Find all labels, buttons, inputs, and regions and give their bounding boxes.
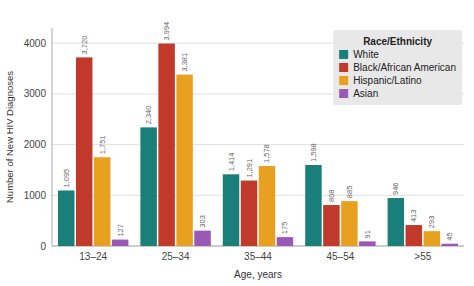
bar (76, 57, 92, 246)
legend-label: Black/African American (353, 62, 456, 73)
bar (58, 190, 74, 246)
bar (176, 75, 192, 246)
bar (94, 157, 110, 246)
legend-box (333, 30, 462, 105)
data-label: 1,598 (309, 143, 318, 162)
legend-title: Race/Ethnicity (363, 36, 432, 47)
legend-swatch (339, 50, 348, 59)
x-tick-label: 45–54 (326, 251, 354, 262)
y-axis-line (52, 28, 53, 246)
data-label: 413 (409, 210, 418, 223)
x-axis-label: Age, years (234, 269, 282, 280)
data-label: 127 (116, 224, 125, 237)
data-label: 45 (445, 232, 454, 240)
data-label: 1,751 (98, 135, 107, 154)
data-label: 2,340 (144, 106, 153, 125)
chart: 0 1000 2000 3000 4000 1,095 2,340 1,414 1,598 946… (0, 0, 474, 286)
bar (194, 231, 210, 246)
bar (341, 201, 357, 246)
data-label: 3,994 (162, 22, 171, 41)
grid-line (52, 144, 464, 145)
bar (259, 166, 275, 246)
bar (442, 244, 458, 246)
data-label: 1,095 (62, 169, 71, 188)
legend-swatch (339, 76, 348, 85)
legend-label: Asian (353, 88, 378, 99)
data-label: 1,578 (262, 144, 271, 163)
y-tick-label: 2000 (24, 139, 47, 150)
legend-swatch (339, 89, 348, 98)
data-label: 293 (427, 216, 436, 229)
y-tick-label: 3000 (24, 88, 47, 99)
y-tick-label: 4000 (24, 38, 47, 49)
data-label: 946 (391, 183, 400, 196)
data-label: 3,720 (80, 36, 89, 55)
bar (223, 174, 239, 246)
data-label: 3,381 (180, 53, 189, 72)
legend-label: Hispanic/Latino (353, 75, 422, 86)
x-tick-label: 35–44 (244, 251, 272, 262)
bar (241, 181, 257, 246)
bar (323, 205, 339, 246)
bar (140, 127, 156, 246)
y-axis-label: Number of New HIV Diagnoses (4, 71, 15, 203)
data-label: 91 (363, 230, 372, 238)
legend: Race/Ethnicity White Black/African America… (333, 30, 462, 105)
data-label: 303 (198, 215, 207, 228)
bar (406, 225, 422, 246)
bar (424, 231, 440, 246)
y-tick-label: 1000 (24, 190, 47, 201)
bar (305, 165, 321, 246)
legend-label: White (353, 49, 379, 60)
data-label: 1,414 (227, 153, 236, 172)
bar (388, 198, 404, 246)
data-label: 175 (280, 222, 289, 235)
data-label: 1,291 (245, 159, 254, 178)
grid-line (52, 195, 464, 196)
x-tick-label: >55 (414, 251, 431, 262)
y-tick-label: 0 (40, 241, 46, 252)
bar (158, 44, 174, 246)
legend-swatch (339, 63, 348, 72)
bar (277, 237, 293, 246)
x-tick-label: 25–34 (162, 251, 190, 262)
bar (359, 241, 375, 246)
bar (112, 240, 128, 246)
data-label: 885 (345, 186, 354, 199)
x-tick-label: 13–24 (79, 251, 107, 262)
data-label: 808 (327, 190, 336, 203)
